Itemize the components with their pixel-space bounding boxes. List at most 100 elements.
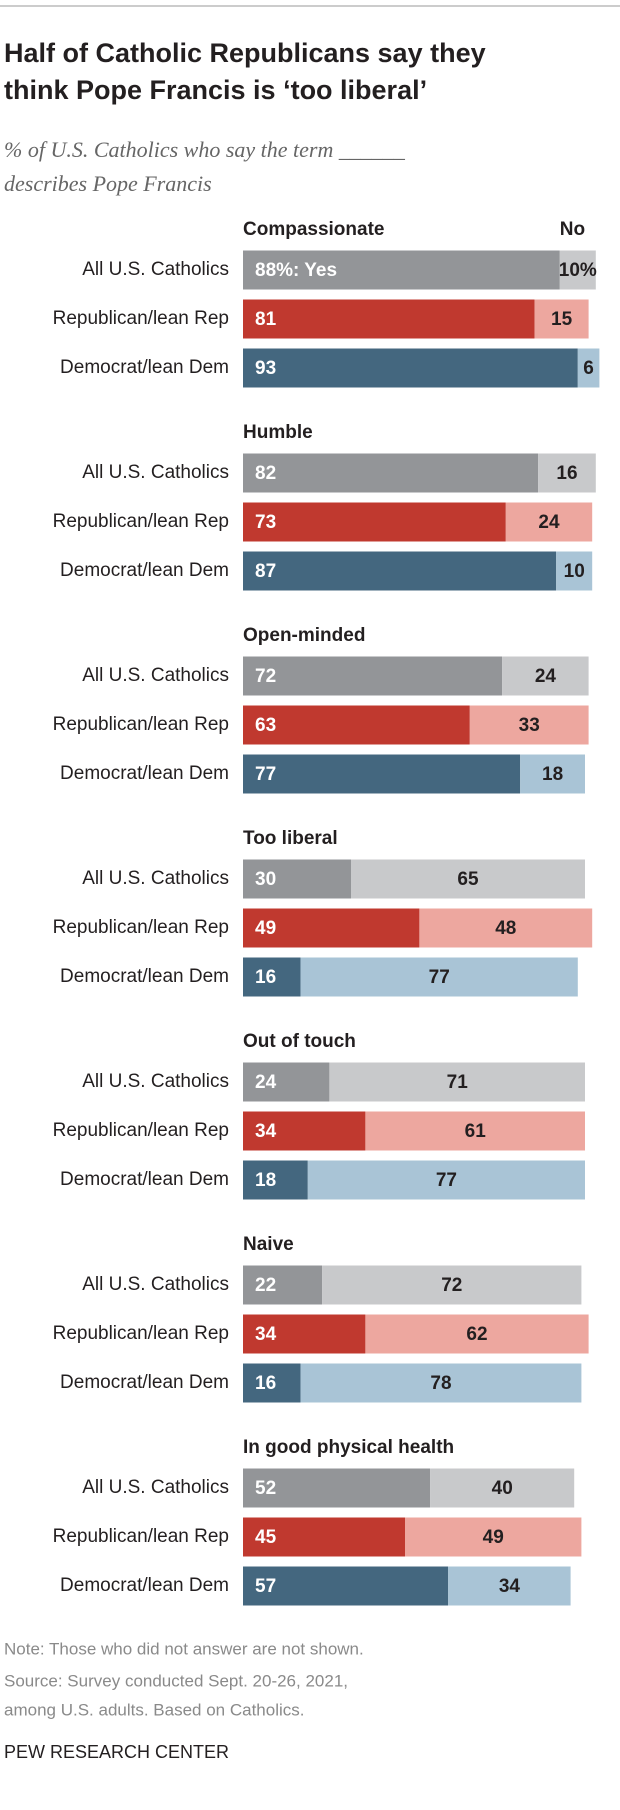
value-label: 72: [441, 1275, 462, 1296]
bar-yes: [243, 250, 560, 290]
value-label: 71: [447, 1072, 469, 1093]
value-label: 16: [556, 463, 577, 484]
group-label: All U.S. Catholics: [82, 665, 229, 686]
value-label: 22: [255, 1275, 276, 1296]
panel-title: Out of touch: [243, 1031, 356, 1052]
note: Source: Survey conducted Sept. 20-26, 20…: [4, 1671, 348, 1690]
value-label: 62: [466, 1324, 487, 1345]
value-label: 77: [429, 967, 450, 988]
bar-yes: [243, 957, 301, 997]
value-label: 15: [551, 309, 573, 330]
bar-yes: [243, 1062, 330, 1102]
value-label: 93: [255, 358, 276, 379]
value-label: 34: [499, 1576, 521, 1597]
bar-no: [469, 705, 589, 745]
bar-yes: [243, 1517, 405, 1557]
panel-title: Open-minded: [243, 625, 365, 646]
value-label: 72: [255, 666, 276, 687]
bar-no: [538, 453, 596, 493]
bar-yes: [243, 754, 521, 794]
bar-yes: [243, 705, 470, 745]
bar-no: [505, 502, 593, 542]
panel-title: Too liberal: [243, 828, 338, 849]
value-label: 18: [255, 1170, 276, 1191]
value-label: 63: [255, 715, 276, 736]
value-label: 30: [255, 869, 276, 890]
value-label: 10: [564, 561, 585, 582]
panel-title: Naive: [243, 1234, 294, 1255]
value-label: 87: [255, 561, 276, 582]
value-label: 77: [436, 1170, 457, 1191]
chart-title: Half of Catholic Republicans say they: [4, 38, 486, 68]
group-label: Democrat/lean Dem: [60, 763, 229, 784]
panel-title: Humble: [243, 422, 313, 443]
bar-no: [300, 957, 578, 997]
panel-title: Compassionate: [243, 219, 384, 240]
bar-yes: [243, 502, 506, 542]
bar-no: [300, 1363, 582, 1403]
value-label: 6: [583, 358, 594, 379]
value-label: 18: [542, 764, 563, 785]
value-label: 16: [255, 967, 276, 988]
value-label: 33: [519, 715, 540, 736]
group-label: Democrat/lean Dem: [60, 966, 229, 987]
bar-no: [351, 859, 585, 899]
bar-yes: [243, 1314, 366, 1354]
value-label: 10%: [559, 260, 597, 281]
bar-no: [419, 908, 593, 948]
group-label: Democrat/lean Dem: [60, 560, 229, 581]
group-label: All U.S. Catholics: [82, 868, 229, 889]
bar-no: [520, 754, 585, 794]
value-label: 77: [255, 764, 276, 785]
value-label: 40: [492, 1478, 513, 1499]
value-label: 73: [255, 512, 276, 533]
value-label: 61: [465, 1121, 487, 1142]
bar-no: [502, 656, 589, 696]
note: among U.S. adults. Based on Catholics.: [4, 1700, 305, 1719]
bar-no: [556, 551, 593, 591]
group-label: Republican/lean Rep: [53, 714, 229, 735]
bar-yes: [243, 1160, 308, 1200]
value-label: 57: [255, 1576, 276, 1597]
bar-yes: [243, 908, 420, 948]
group-label: All U.S. Catholics: [82, 259, 229, 280]
group-label: All U.S. Catholics: [82, 1477, 229, 1498]
bar-no: [322, 1265, 582, 1305]
chart-subtitle: % of U.S. Catholics who say the term ___…: [4, 137, 406, 162]
bar-no: [365, 1314, 589, 1354]
value-label: 34: [255, 1121, 277, 1142]
bar-no: [448, 1566, 571, 1606]
group-label: Democrat/lean Dem: [60, 1575, 229, 1596]
panel-title: In good physical health: [243, 1437, 454, 1458]
group-label: Democrat/lean Dem: [60, 1372, 229, 1393]
bar-yes: [243, 348, 578, 388]
bar-yes: [243, 551, 557, 591]
group-label: Republican/lean Rep: [53, 1526, 229, 1547]
bar-yes: [243, 453, 539, 493]
bar-yes: [243, 1265, 323, 1305]
bar-no: [430, 1468, 575, 1508]
value-label: 34: [255, 1324, 277, 1345]
bar-no: [577, 348, 600, 388]
value-label: 65: [457, 869, 479, 890]
bar-yes: [243, 299, 535, 339]
value-label: 24: [535, 666, 557, 687]
bar-yes: [243, 1468, 431, 1508]
source: PEW RESEARCH CENTER: [4, 1742, 229, 1762]
group-label: Democrat/lean Dem: [60, 1169, 229, 1190]
group-label: Democrat/lean Dem: [60, 357, 229, 378]
group-label: Republican/lean Rep: [53, 308, 229, 329]
bar-yes: [243, 859, 351, 899]
note: Note: Those who did not answer are not s…: [4, 1639, 364, 1658]
bar-yes: [243, 656, 503, 696]
bar-yes: [243, 1111, 366, 1151]
bar-no: [365, 1111, 585, 1151]
value-label: 49: [483, 1527, 504, 1548]
bar-yes: [243, 1566, 449, 1606]
chart-subtitle: describes Pope Francis: [4, 171, 212, 196]
value-label: 78: [430, 1373, 451, 1394]
value-label: 88%: Yes: [255, 260, 337, 281]
group-label: All U.S. Catholics: [82, 1071, 229, 1092]
value-label: 24: [538, 512, 560, 533]
